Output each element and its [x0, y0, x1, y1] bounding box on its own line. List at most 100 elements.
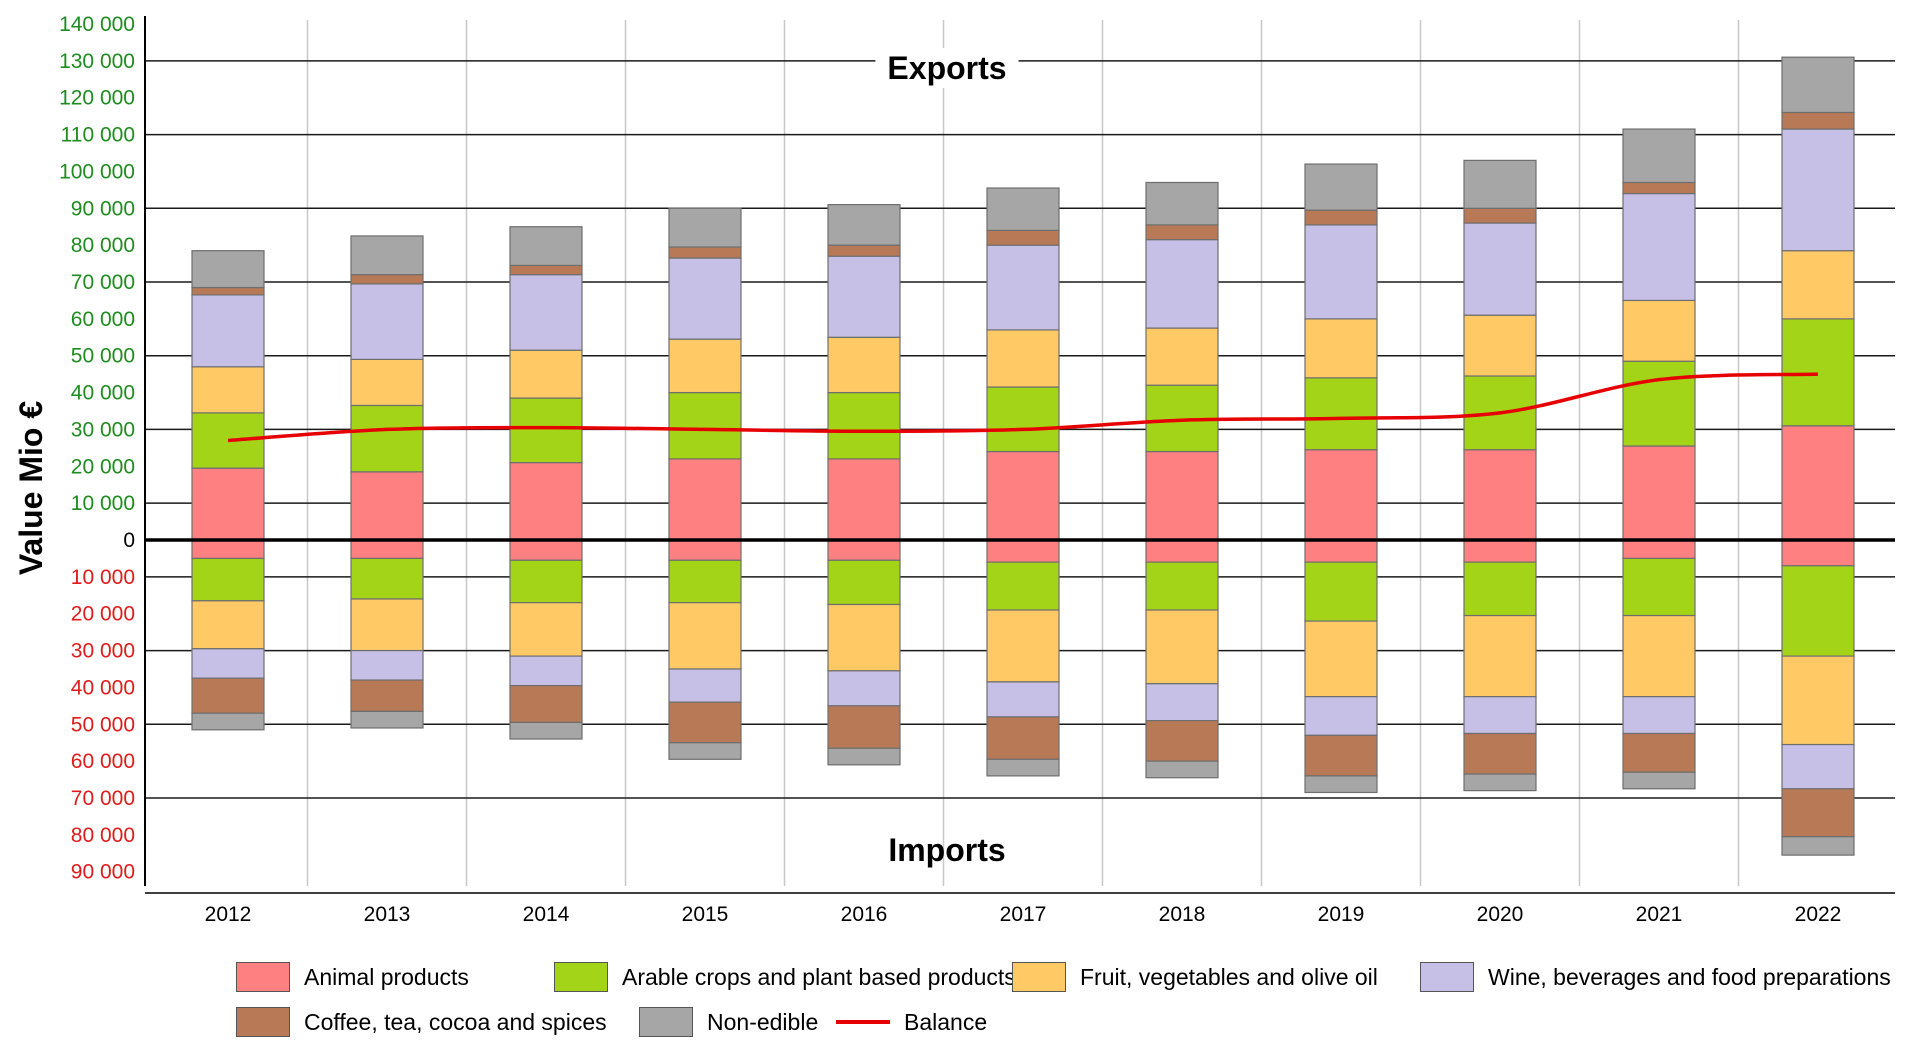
- export-bar-segment: [986, 187, 1060, 231]
- import-bar-segment: [1304, 539, 1378, 563]
- y-tick-labels: 140 000 130 000 120 000 110 000 100 000 90 00…: [59, 13, 135, 884]
- export-bar-segment: [1304, 377, 1378, 451]
- export-bar-segment: [1145, 450, 1219, 541]
- legend-swatch-arable-crops: [554, 962, 608, 992]
- balance-line: [227, 372, 1819, 443]
- export-bar-segment: [350, 274, 424, 285]
- legend-label: Arable crops and plant based products: [622, 963, 1016, 990]
- legend-label: Wine, beverages and food preparations: [1488, 963, 1891, 990]
- export-bar-segment: [1781, 318, 1855, 427]
- export-bar-segment: [509, 226, 583, 267]
- import-bar-segment: [350, 539, 424, 560]
- import-bar-segment: [986, 758, 1060, 777]
- legend-label: Fruit, vegetables and olive oil: [1080, 963, 1378, 990]
- export-bar-segment: [1304, 209, 1378, 226]
- import-bar-segment: [668, 559, 742, 604]
- import-bar-segment: [1622, 732, 1696, 773]
- x-tick-label: 2017: [1000, 903, 1047, 926]
- legend-label: Balance: [904, 1008, 988, 1035]
- export-bar-segment: [1622, 299, 1696, 362]
- export-bar-segment: [350, 471, 424, 541]
- import-bar-segment: [668, 539, 742, 561]
- export-bar-segment: [350, 358, 424, 407]
- import-bar-segment: [350, 557, 424, 600]
- y-tick-label: 40 000: [71, 676, 135, 699]
- import-bar-segment: [1304, 696, 1378, 736]
- export-bar-segment: [1304, 163, 1378, 211]
- y-tick-label: 80 000: [71, 234, 135, 257]
- import-bar-segment: [1781, 743, 1855, 790]
- legend-line-balance: [836, 1020, 890, 1024]
- vertical-gridlines: [306, 20, 1740, 886]
- export-bar-segment: [827, 244, 901, 257]
- export-bar-segment: [1781, 250, 1855, 320]
- import-bar-segment: [350, 649, 424, 681]
- y-tick-label: 70 000: [71, 271, 135, 294]
- export-bar-segment: [986, 229, 1060, 246]
- x-tick-label: 2018: [1159, 903, 1206, 926]
- import-bar-segment: [1463, 696, 1537, 735]
- import-bar-segment: [986, 716, 1060, 760]
- import-bar-segment: [668, 668, 742, 703]
- export-bar-segment: [827, 458, 901, 541]
- import-bar-segment: [1304, 561, 1378, 622]
- y-tick-label: 130 000: [59, 50, 135, 73]
- x-tick-label: 2013: [364, 903, 411, 926]
- import-bar-segment: [191, 677, 265, 714]
- import-bar-segment: [191, 557, 265, 602]
- import-bar-segment: [827, 747, 901, 766]
- import-bar-segment: [191, 539, 265, 560]
- export-bar-segment: [1622, 128, 1696, 184]
- legend-item-fruit-vegetables: Fruit, vegetables and olive oil: [1012, 959, 1378, 995]
- y-tick-label: 90 000: [71, 197, 135, 220]
- import-bar-segment: [1781, 655, 1855, 746]
- export-bar-segment: [1304, 224, 1378, 320]
- export-bar-segment: [509, 264, 583, 276]
- export-bar-segment: [986, 329, 1060, 388]
- import-bar-segment: [1781, 539, 1855, 567]
- export-bar-segment: [986, 244, 1060, 331]
- y-tick-label: 50 000: [71, 345, 135, 368]
- import-bar-segment: [827, 603, 901, 672]
- y-tick-label: 100 000: [59, 160, 135, 183]
- import-bar-segment: [1622, 557, 1696, 617]
- import-bar-segment: [350, 679, 424, 712]
- y-tick-label: 140 000: [59, 13, 135, 36]
- export-bar-segment: [1781, 128, 1855, 252]
- import-bar-segment: [1622, 696, 1696, 735]
- export-bar-segment: [1622, 360, 1696, 447]
- import-bar-segment: [191, 600, 265, 650]
- import-bar-segment: [827, 559, 901, 606]
- y-tick-label: 20 000: [71, 455, 135, 478]
- import-bar-segment: [509, 559, 583, 604]
- import-bar-segment: [1622, 614, 1696, 698]
- export-bar-segment: [827, 255, 901, 338]
- export-bar-segment: [1145, 327, 1219, 386]
- export-bar-segment: [509, 274, 583, 351]
- legend-item-non-edible: Non-edible: [639, 1004, 818, 1040]
- import-bar-segment: [1145, 719, 1219, 762]
- y-tick-label: 20 000: [71, 603, 135, 626]
- export-bar-segment: [350, 235, 424, 276]
- legend: Animal products Arable crops and plant b…: [236, 955, 1910, 1041]
- export-bar-segment: [668, 458, 742, 541]
- export-bar-segment: [1781, 111, 1855, 130]
- export-bar-segment: [668, 257, 742, 340]
- import-bar-segment: [986, 609, 1060, 683]
- exports-annotation: Exports: [887, 50, 1006, 86]
- legend-label: Coffee, tea, cocoa and spices: [304, 1008, 607, 1035]
- import-bar-segment: [1781, 836, 1855, 856]
- export-bar-segment: [1463, 159, 1537, 209]
- import-bar-segment: [1145, 561, 1219, 611]
- x-tick-label: 2014: [523, 903, 570, 926]
- import-bar-segment: [1463, 614, 1537, 698]
- export-bar-segment: [986, 450, 1060, 541]
- x-tick-label: 2012: [205, 903, 252, 926]
- import-bar-segment: [191, 712, 265, 731]
- y-axis-title: Value Mio €: [13, 401, 49, 575]
- import-bar-segment: [1781, 788, 1855, 838]
- export-bar-segment: [668, 338, 742, 394]
- import-bar-segment: [827, 539, 901, 561]
- x-tick-label: 2019: [1318, 903, 1365, 926]
- import-bar-segment: [986, 539, 1060, 563]
